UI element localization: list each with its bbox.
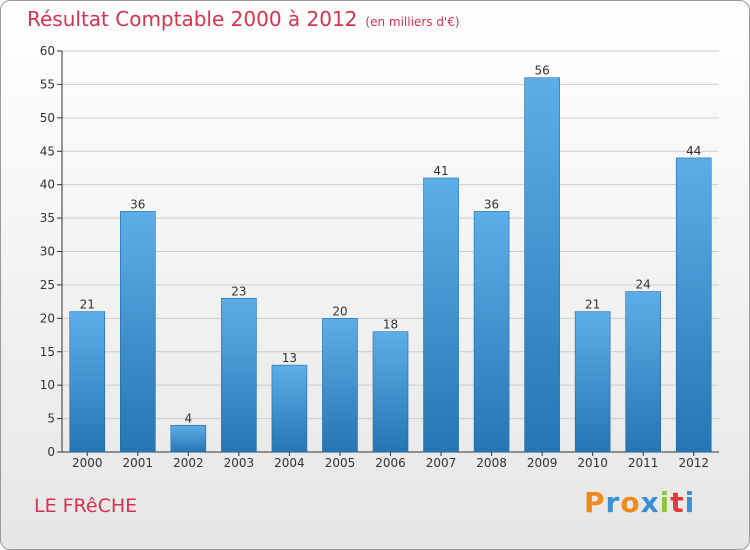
brand-letter: i [684,486,696,519]
x-tick-label: 2008 [476,456,507,470]
bar-value-label: 36 [130,197,145,211]
x-tick-label: 2012 [678,456,709,470]
y-tick-label: 5 [47,412,55,426]
chart-subtitle: (en milliers d'€) [365,15,460,29]
brand-letter: o [620,486,641,519]
location-name: LE FRêCHE [34,495,138,517]
y-tick-label: 55 [40,77,55,91]
brand-letter: i [659,486,671,519]
bar [372,331,409,453]
brand-letter: x [640,486,660,519]
bar-value-label: 36 [484,197,499,211]
bar-value-label: 20 [332,304,347,318]
bar-value-label: 21 [585,298,600,312]
x-tick-label: 2001 [123,456,154,470]
bar [221,297,257,453]
bar [271,364,308,453]
bar-value-label: 23 [231,284,246,298]
brand-letter: r [605,486,621,519]
chart-title-text: Résultat Comptable 2000 à 2012 [27,7,358,31]
bar-value-label: 24 [636,278,651,292]
bar [322,318,358,453]
y-tick-label: 25 [40,278,55,292]
bar-value-label: 44 [686,144,701,158]
y-tick-label: 20 [40,311,55,325]
bar [120,211,156,453]
y-tick-label: 10 [40,378,55,392]
bar-value-label: 4 [185,411,193,425]
x-tick-label: 2009 [527,456,558,470]
bar-value-label: 56 [534,64,549,78]
x-tick-label: 2011 [628,456,659,470]
y-tick-label: 35 [40,211,55,225]
x-tick-label: 2006 [375,456,406,470]
brand-letter: P [584,486,606,519]
bar [423,177,459,453]
bar [574,311,611,453]
bar-value-label: 21 [80,298,95,312]
bar-value-label: 13 [282,351,297,365]
y-tick-label: 0 [47,445,55,459]
y-tick-label: 45 [40,144,55,158]
bar [69,311,106,453]
x-tick-label: 2010 [577,456,608,470]
bar [675,157,712,453]
x-tick-label: 2000 [72,456,103,470]
y-tick-label: 60 [40,44,55,58]
bar [473,211,510,453]
brand-logo: Proxiti [584,486,695,519]
bar [524,77,560,453]
x-tick-label: 2004 [274,456,305,470]
x-tick-label: 2007 [426,456,457,470]
bar-value-label: 41 [433,164,448,178]
y-tick-label: 15 [40,345,55,359]
x-tick-label: 2005 [325,456,356,470]
brand-letter: t [670,486,685,519]
x-tick-label: 2002 [173,456,204,470]
x-tick-label: 2003 [224,456,255,470]
y-tick-label: 50 [40,111,55,125]
y-tick-label: 30 [40,245,55,259]
bar [625,291,661,453]
y-tick-label: 40 [40,178,55,192]
bar [170,424,207,453]
bar-value-label: 18 [383,318,398,332]
chart-title: Résultat Comptable 2000 à 2012 (en millie… [27,7,460,31]
